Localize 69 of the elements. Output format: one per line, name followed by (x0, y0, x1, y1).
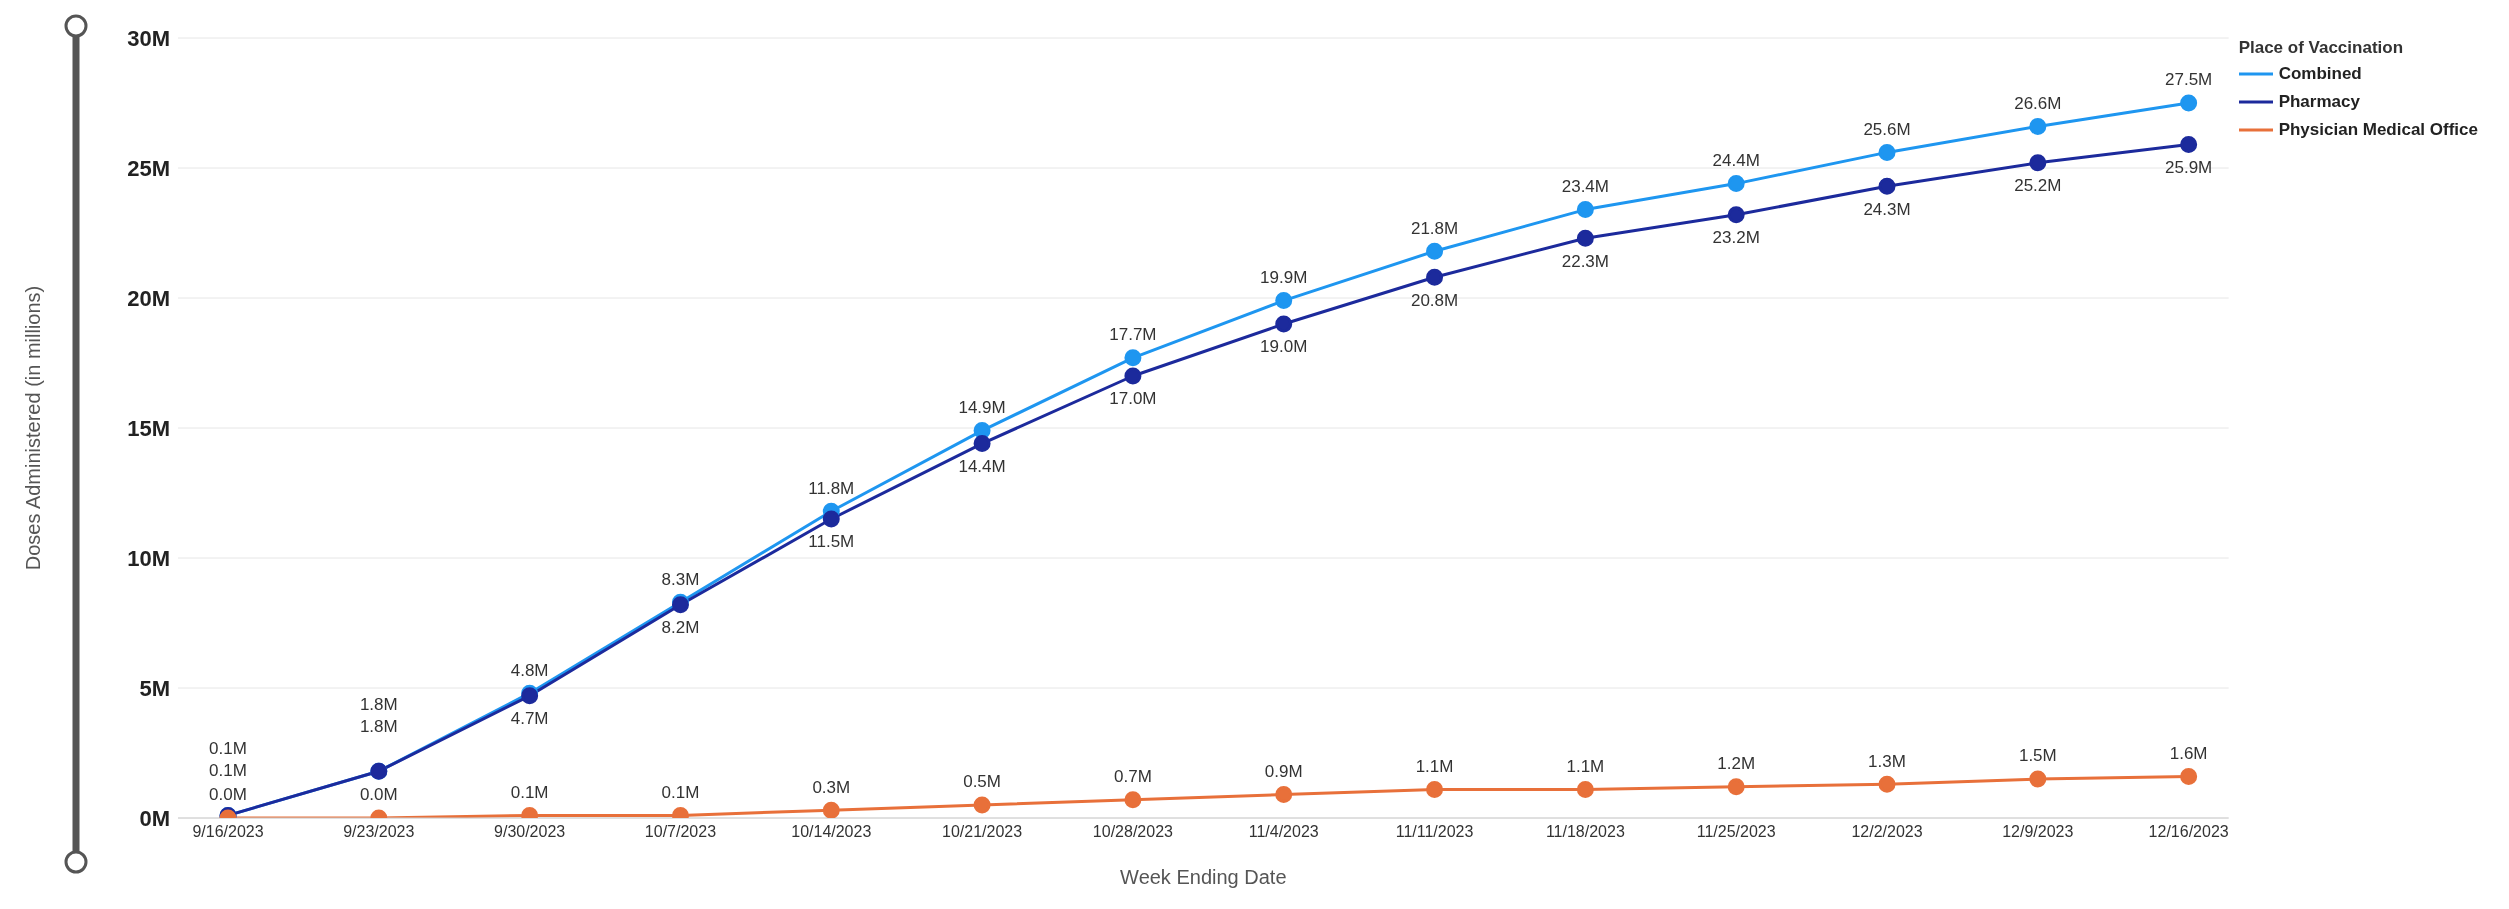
data-label: 21.8M (1410, 218, 1459, 238)
data-label: 0.1M (510, 782, 549, 802)
x-tick-label: 11/4/2023 (1248, 823, 1319, 841)
data-label: 0.7M (1114, 767, 1152, 787)
data-label: 4.8M (510, 660, 549, 680)
data-label: 1.2M (1717, 754, 1756, 774)
legend-label: Combined (2278, 64, 2362, 84)
y-tick-label: 10M (127, 545, 170, 571)
x-tick-label: 9/16/2023 (192, 823, 264, 841)
x-tick-label: 12/9/2023 (2002, 823, 2074, 841)
x-tick-label: 10/21/2023 (942, 823, 1023, 841)
x-tick-label: 10/14/2023 (791, 823, 872, 841)
legend-label: Pharmacy (2278, 92, 2360, 112)
y-tick-label: 25M (127, 155, 170, 181)
x-tick-label: 9/23/2023 (343, 823, 415, 841)
x-tick-label: 12/16/2023 (2148, 823, 2229, 841)
data-label: 27.5M (2165, 70, 2213, 90)
data-label: 17.7M (1109, 325, 1157, 345)
data-label: 23.2M (1712, 228, 1760, 248)
data-label: 22.3M (1561, 251, 1609, 271)
data-label: 14.9M (958, 398, 1006, 418)
data-label: 1.8M (359, 694, 398, 714)
data-label: 19.9M (1260, 268, 1308, 288)
data-label: 1.6M (2169, 743, 2208, 763)
data-label: 0.0M (359, 785, 398, 805)
data-label: 1.8M (359, 716, 398, 736)
data-label: 1.3M (1868, 751, 1906, 771)
y-tick-label: 15M (127, 415, 170, 441)
data-label: 25.9M (2165, 158, 2213, 178)
data-label: 11.8M (808, 478, 855, 498)
x-tick-label: 12/2/2023 (1851, 823, 1923, 841)
data-label: 0.0M (209, 785, 247, 805)
data-label: 19.0M (1260, 337, 1308, 357)
x-tick-label: 11/11/2023 (1395, 823, 1474, 841)
x-tick-label: 10/28/2023 (1092, 823, 1174, 841)
data-label: 1.1M (1566, 756, 1605, 776)
data-label: 0.1M (209, 760, 247, 780)
data-label: 1.5M (2018, 746, 2057, 766)
y-tick-label: 0M (139, 805, 170, 831)
data-label: 8.3M (661, 569, 700, 589)
y-axis-title: Doses Administered (in millions) (22, 285, 45, 571)
x-axis-title: Week Ending Date (1120, 866, 1287, 888)
data-label: 17.0M (1109, 389, 1157, 409)
data-label: 0.3M (812, 777, 851, 797)
data-label: 24.3M (1863, 199, 1911, 219)
y-tick-label: 20M (127, 285, 170, 311)
data-label: 1.1M (1415, 756, 1454, 776)
data-label: 23.4M (1561, 177, 1609, 197)
data-label: 0.5M (963, 772, 1001, 792)
data-label: 25.2M (2014, 176, 2062, 196)
legend-label: Physician Medical Office (2278, 120, 2478, 140)
data-label: 24.4M (1712, 151, 1760, 171)
data-label: 26.6M (2014, 93, 2062, 113)
x-tick-label: 9/30/2023 (494, 823, 566, 841)
x-tick-label: 11/25/2023 (1696, 823, 1776, 841)
data-label: 0.1M (661, 782, 700, 802)
y-tick-label: 5M (139, 675, 170, 701)
data-label: 0.1M (209, 738, 247, 758)
legend-title: Place of Vaccination (2238, 38, 2405, 58)
data-label: 14.4M (958, 457, 1006, 477)
data-label: 0.9M (1264, 762, 1303, 782)
data-label: 20.8M (1410, 290, 1459, 310)
data-label: 11.5M (808, 532, 855, 552)
data-label: 25.6M (1863, 119, 1911, 139)
x-tick-label: 11/18/2023 (1545, 823, 1625, 841)
x-tick-label: 10/7/2023 (644, 823, 717, 841)
data-label: 4.7M (510, 709, 549, 729)
y-tick-label: 30M (127, 25, 170, 51)
data-label: 8.2M (661, 618, 700, 638)
